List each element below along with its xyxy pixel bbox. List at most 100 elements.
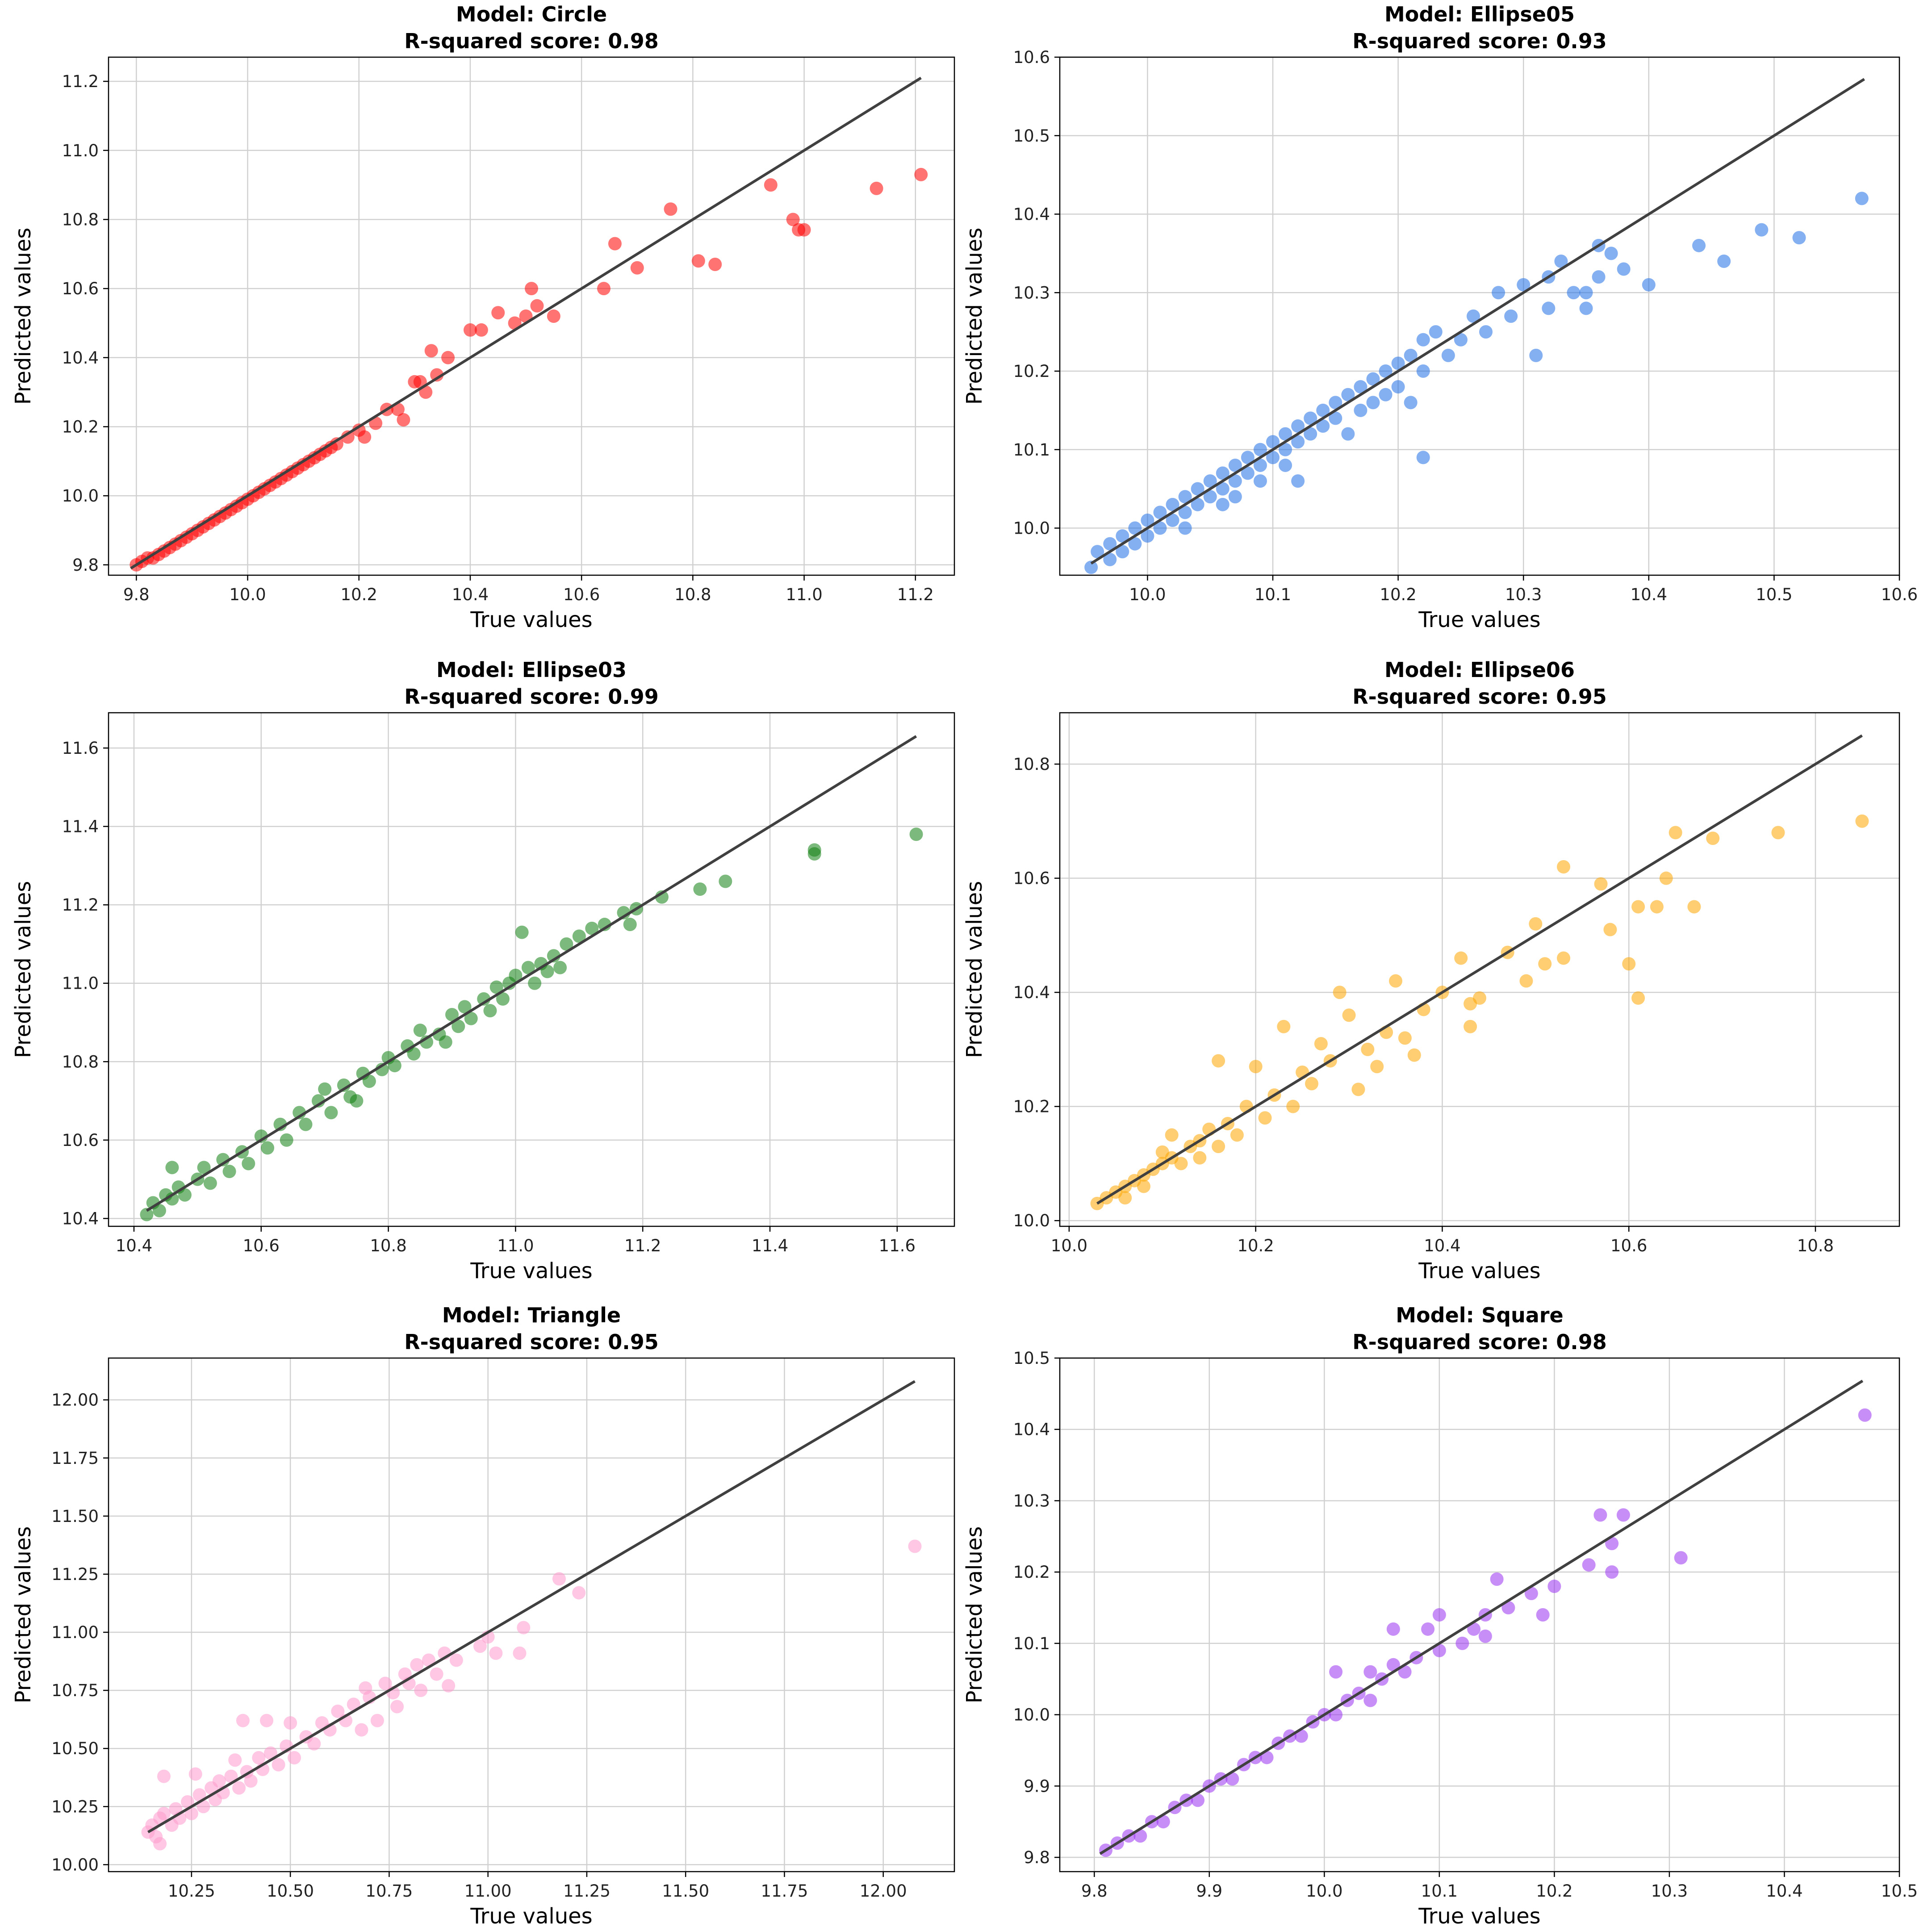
scatter-point: [1466, 309, 1480, 323]
scatter-point: [1538, 957, 1552, 971]
plot-frame: [1059, 712, 1900, 1227]
scatter-point: [1386, 1622, 1400, 1636]
ideal-fit-line: [147, 1380, 916, 1834]
y-tick-label: 11.4: [62, 817, 99, 836]
scatter-point: [307, 1737, 321, 1751]
scatter-point: [1642, 278, 1656, 292]
scatter-point: [1354, 380, 1367, 394]
x-axis-label: True values: [470, 1258, 592, 1283]
scatter-point: [165, 1161, 179, 1175]
scatter-point: [1241, 466, 1255, 480]
scatter-point: [1692, 238, 1706, 252]
scatter-point: [513, 1646, 527, 1660]
scatter-point: [1454, 951, 1468, 965]
y-axis-label: Predicted values: [962, 881, 987, 1058]
y-tick-label: 10.4: [1013, 983, 1050, 1002]
scatter-point: [585, 921, 599, 935]
scatter-point: [1341, 388, 1355, 401]
scatter-point: [1304, 411, 1317, 425]
x-tick-label: 10.25: [168, 1881, 215, 1901]
y-tick-label: 10.8: [62, 1052, 99, 1071]
scatter-point: [324, 1106, 338, 1120]
scatter-point: [424, 344, 438, 358]
scatter-point: [232, 1781, 246, 1795]
scatter-point: [1858, 1408, 1872, 1422]
scatter-point: [244, 1774, 258, 1788]
x-tick-label: 11.0: [786, 585, 822, 604]
y-tick-label: 10.2: [1013, 1097, 1050, 1116]
scatter-point: [1193, 1151, 1207, 1165]
scatter-point: [228, 1753, 242, 1767]
grid: [1060, 713, 1899, 1226]
x-tick-label: 10.4: [1766, 1881, 1802, 1901]
scatter-point: [1316, 419, 1330, 433]
scatter-points: [130, 167, 928, 572]
scatter-point: [184, 1806, 198, 1820]
x-tick-label: 10.2: [1380, 585, 1416, 604]
scatter-point: [252, 1751, 266, 1765]
chart-title-line1: Model: Square: [1396, 1303, 1563, 1327]
chart-panel-circle: Model: Circle R-squared score: 0.98 True…: [11, 2, 955, 632]
x-tick-label: 10.6: [243, 1236, 280, 1255]
x-tick-label: 11.25: [563, 1881, 611, 1901]
ideal-fit-line: [130, 76, 922, 570]
scatter-point: [1166, 497, 1179, 511]
chart-title-line2: R-squared score: 0.95: [404, 1330, 658, 1354]
scatter-point: [414, 1684, 428, 1697]
scatter-point: [1260, 1751, 1274, 1764]
scatter-point: [1225, 1772, 1239, 1786]
scatter-point: [1291, 419, 1305, 433]
scatter-point: [1156, 1815, 1170, 1829]
scatter-point: [390, 1700, 404, 1714]
x-tick-label: 10.6: [1881, 585, 1918, 604]
scatter-point: [203, 1176, 217, 1190]
scatter-point: [1305, 1077, 1318, 1091]
scatter-point: [430, 368, 444, 382]
scatter-point: [483, 1004, 497, 1018]
y-tick-label: 10.6: [62, 279, 99, 298]
x-tick-label: 11.00: [464, 1881, 512, 1901]
scatter-point: [473, 1639, 487, 1653]
x-tick-label: 10.50: [267, 1881, 314, 1901]
scatter-point: [764, 178, 778, 192]
scatter-point: [1389, 974, 1402, 988]
y-tick-label: 9.9: [1024, 1777, 1050, 1796]
scatter-points: [1084, 192, 1869, 574]
y-tick-label: 9.8: [1024, 1848, 1050, 1867]
y-tick-label: 10.6: [62, 1131, 99, 1150]
x-tick-label: 11.75: [761, 1881, 808, 1901]
y-tick-label: 10.8: [1013, 755, 1050, 774]
scatter-point: [1429, 325, 1443, 339]
scatter-point: [1203, 474, 1217, 488]
y-tick-label: 10.3: [1013, 1491, 1050, 1510]
scatter-point: [489, 1646, 503, 1660]
x-tick-label: 10.4: [116, 1236, 152, 1255]
scatter-point: [1504, 309, 1518, 323]
scatter-point: [1398, 1665, 1412, 1679]
scatter-point: [572, 1586, 586, 1600]
scatter-point: [347, 1697, 360, 1711]
scatter-point: [449, 1653, 463, 1667]
scatter-point: [1342, 1008, 1356, 1022]
scatter-point: [1291, 435, 1305, 449]
scatter-point: [1386, 1658, 1400, 1672]
scatter-point: [1103, 552, 1117, 566]
scatter-point: [1398, 1031, 1412, 1045]
scatter-point: [1517, 278, 1531, 292]
chart-panel-ellipse06: Model: Ellipse06 R-squared score: 0.95 T…: [962, 658, 1900, 1283]
scatter-point: [1316, 403, 1330, 417]
scatter-point: [157, 1769, 171, 1783]
ideal-fit-line: [1090, 78, 1865, 565]
scatter-point: [1178, 490, 1192, 504]
scatter-point: [299, 1117, 313, 1131]
plot-frame: [1059, 1357, 1900, 1873]
plot-frame: [1059, 56, 1900, 576]
x-axis-label: True values: [1418, 1258, 1540, 1283]
y-axis-label: Predicted values: [11, 228, 36, 405]
scatter-point: [560, 937, 573, 951]
scatter-point: [540, 965, 554, 978]
scatter-point: [197, 1800, 210, 1814]
scatter-point: [430, 1667, 443, 1681]
scatter-point: [242, 1157, 255, 1170]
scatter-point: [1253, 443, 1267, 456]
